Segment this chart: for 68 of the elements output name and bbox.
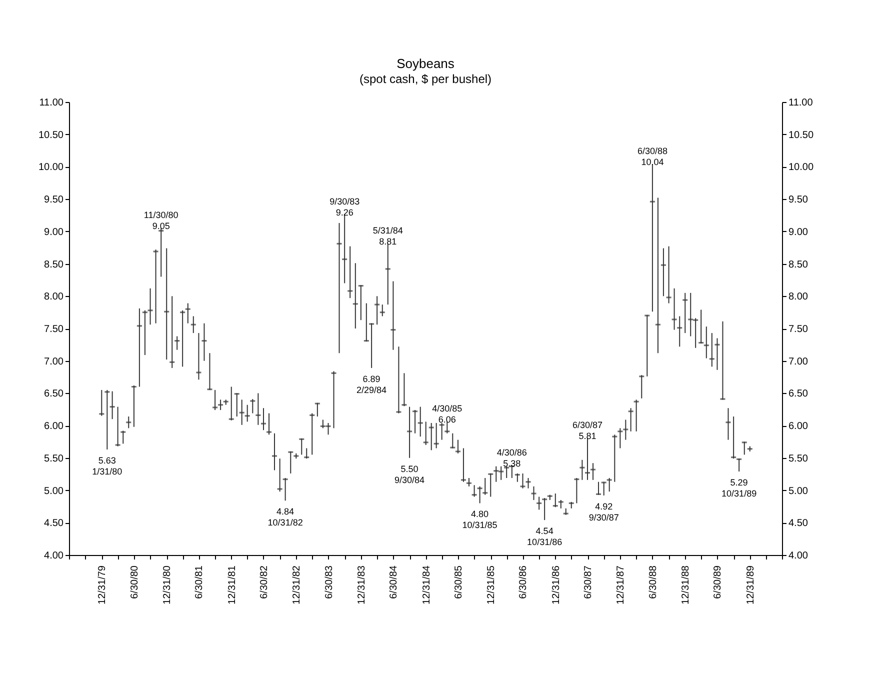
y2-tick-label: 8.50 xyxy=(788,259,808,270)
y-tick-label: 10.50 xyxy=(38,130,64,141)
x-tick-label: 12/31/81 xyxy=(226,565,238,604)
x-tick-label: 6/30/81 xyxy=(194,565,206,599)
annotation: 6.89 2/29/84 xyxy=(356,374,387,395)
y2-tick-label: 6.00 xyxy=(788,421,808,432)
x-tick-label: 12/31/84 xyxy=(421,565,432,604)
y-tick-label: 4.00 xyxy=(44,550,64,562)
annotation: 6/30/87 5.81 xyxy=(572,420,603,441)
x-tick-label: 12/31/85 xyxy=(486,565,498,604)
x-tick-label: 12/31/83 xyxy=(356,565,368,604)
y-tick-label: 11.00 xyxy=(39,98,64,108)
y2-tick-label: 5.50 xyxy=(788,453,808,464)
y2-tick-label: 7.00 xyxy=(788,356,808,368)
y-tick-label: 9.00 xyxy=(44,226,64,238)
annotation: 5/31/84 8.81 xyxy=(372,226,403,247)
annotation: 4.80 10/31/85 xyxy=(462,509,498,530)
chart-subtitle: (spot cash, $ per bushel) xyxy=(359,72,492,86)
y-tick-label: 10.00 xyxy=(38,162,64,174)
y2-tick-label: 5.00 xyxy=(788,486,808,497)
x-tick-label: 6/30/87 xyxy=(583,565,594,599)
y-tick-label: 6.00 xyxy=(44,421,64,432)
x-tick-label: 6/30/82 xyxy=(258,565,270,599)
x-tick-label: 12/31/80 xyxy=(162,565,174,604)
y2-tick-label: 11.00 xyxy=(788,98,814,108)
y-tick-label: 6.50 xyxy=(44,388,64,400)
y2-tick-label: 9.50 xyxy=(788,194,808,206)
x-tick-label: 6/30/88 xyxy=(648,565,659,599)
annotation: 11/30/80 9.05 xyxy=(144,210,178,232)
x-tick-label: 12/31/88 xyxy=(680,565,692,604)
y2-tick-label: 8.00 xyxy=(788,292,808,303)
y-tick-label: 5.00 xyxy=(44,486,64,497)
annotation: 4.84 10/31/82 xyxy=(268,506,303,528)
x-tick-label: 12/31/86 xyxy=(550,565,562,604)
x-tick-label: 12/31/82 xyxy=(292,565,303,604)
y-tick-label: 7.00 xyxy=(44,356,64,368)
annotation: 4/30/86 5.38 xyxy=(496,448,527,469)
x-tick-label: 6/30/86 xyxy=(518,565,530,599)
x-tick-label: 6/30/85 xyxy=(453,565,464,599)
annotation: 4.92 9/30/87 xyxy=(588,501,619,522)
x-tick-label: 12/31/79 xyxy=(97,565,108,604)
y-tick-label: 5.50 xyxy=(44,453,64,464)
y-tick-label: 8.50 xyxy=(44,259,64,270)
x-tick-label: 6/30/89 xyxy=(712,565,724,599)
y-tick-label: 9.50 xyxy=(44,194,64,206)
chart-title: Soybeans xyxy=(396,56,455,71)
annotation: 9/30/83 9.26 xyxy=(330,196,360,218)
y2-tick-label: 10.00 xyxy=(788,162,814,174)
y2-tick-label: 6.50 xyxy=(788,388,808,400)
annotation: 4.54 10/31/86 xyxy=(527,526,562,548)
x-tick-label: 6/30/80 xyxy=(129,565,140,599)
y-tick-label: 7.50 xyxy=(44,324,64,335)
y2-tick-label: 10.50 xyxy=(788,130,814,141)
x-tick-label: 12/31/87 xyxy=(616,565,627,604)
x-tick-label: 6/30/83 xyxy=(324,565,335,599)
y2-tick-label: 4.50 xyxy=(788,518,808,530)
annotation: 5.50 9/30/84 xyxy=(394,464,425,485)
x-tick-label: 6/30/84 xyxy=(388,565,400,599)
y2-tick-label: 4.00 xyxy=(788,550,808,562)
y-tick-label: 4.50 xyxy=(44,518,64,530)
annotation: 5.63 1/31/80 xyxy=(92,456,122,477)
annotation: 4/30/85 6.06 xyxy=(432,404,462,425)
annotation: 5.29 10/31/89 xyxy=(722,478,757,499)
y2-tick-label: 9.00 xyxy=(788,226,808,238)
annotation: 6/30/88 10.04 xyxy=(637,146,668,168)
y-tick-label: 8.00 xyxy=(44,292,64,303)
x-tick-label: 12/31/89 xyxy=(745,565,756,604)
y2-tick-label: 7.50 xyxy=(788,324,808,335)
